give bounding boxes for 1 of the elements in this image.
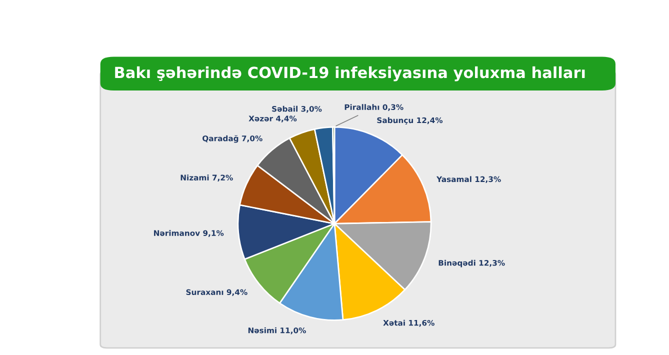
chart-title: Bakı şəhərində COVID-19 infeksiyasına yoluxma halları xyxy=(115,66,585,82)
